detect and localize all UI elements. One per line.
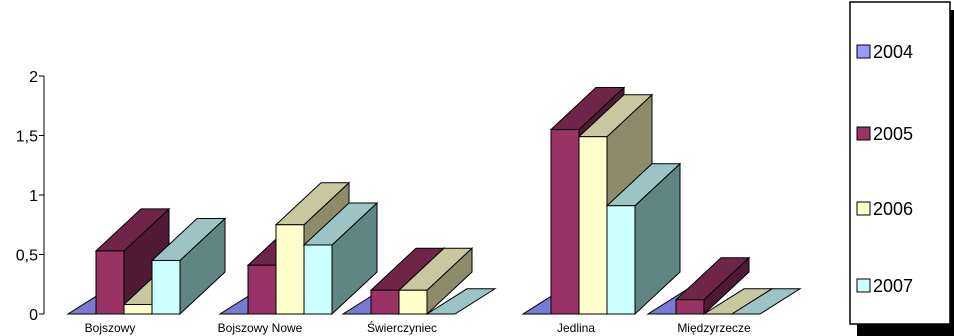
- bar-front-2005: [247, 264, 277, 315]
- bar-2006-świerczyniec: [397, 247, 474, 316]
- category-label: Bojszowy Nowe: [218, 321, 303, 335]
- bar-2007-międzyrzecze: [730, 288, 802, 315]
- legend-swatch-2007: [856, 278, 871, 293]
- legend-label-2006: 2006: [873, 199, 913, 219]
- y-tick-label: 1,5: [16, 129, 38, 146]
- bar-2005-bojszowy: [94, 207, 171, 316]
- category-label: Międzyrzecze: [677, 321, 751, 335]
- bar-2007-bojszowy-nowe: [302, 201, 379, 316]
- bar-front-2005: [370, 289, 400, 315]
- y-tick-label: 1: [29, 188, 38, 205]
- bar-2005-międzyrzecze: [674, 256, 751, 316]
- legend: 2004 2005 2006 2007: [849, 1, 954, 336]
- legend-swatch-2004: [856, 44, 871, 59]
- bar-front-2006: [123, 303, 153, 315]
- legend-label-2005: 2005: [873, 124, 913, 144]
- bar-2007-bojszowy: [150, 217, 227, 316]
- bar-floor-2007: [425, 288, 497, 315]
- y-axis: 0 0,5 1 1,5 2: [16, 69, 45, 324]
- category-labels: Bojszowy Bojszowy Nowe Świerczyniec Jedlina…: [85, 320, 751, 335]
- bar-front-2007: [303, 244, 333, 315]
- y-tick-label: 2: [29, 69, 38, 86]
- category-label: Jedlina: [557, 321, 595, 335]
- bars-layer: [66, 86, 802, 316]
- bar-front-2005: [550, 129, 580, 315]
- bar-front-2007: [606, 205, 636, 315]
- legend-label-2004: 2004: [873, 42, 913, 62]
- bar-2007-jedlina: [605, 162, 682, 316]
- bar-front-2006: [398, 289, 428, 315]
- y-tick-label: 0,5: [16, 248, 38, 265]
- bar-front-2005: [95, 250, 125, 315]
- legend-label-2007: 2007: [873, 276, 913, 296]
- y-tick-label: 0: [29, 307, 38, 324]
- bar-2007-świerczyniec: [425, 288, 497, 315]
- bar-floor-2007: [730, 288, 802, 315]
- bar-front-2006: [578, 136, 608, 315]
- bar-front-2006: [275, 224, 305, 315]
- bar-front-2005: [675, 299, 705, 315]
- legend-swatch-2005: [856, 126, 871, 141]
- category-label: Bojszowy: [85, 321, 136, 335]
- category-label: Świerczyniec: [367, 320, 437, 335]
- bar-front-2007: [151, 259, 181, 315]
- legend-swatch-2006: [856, 201, 871, 216]
